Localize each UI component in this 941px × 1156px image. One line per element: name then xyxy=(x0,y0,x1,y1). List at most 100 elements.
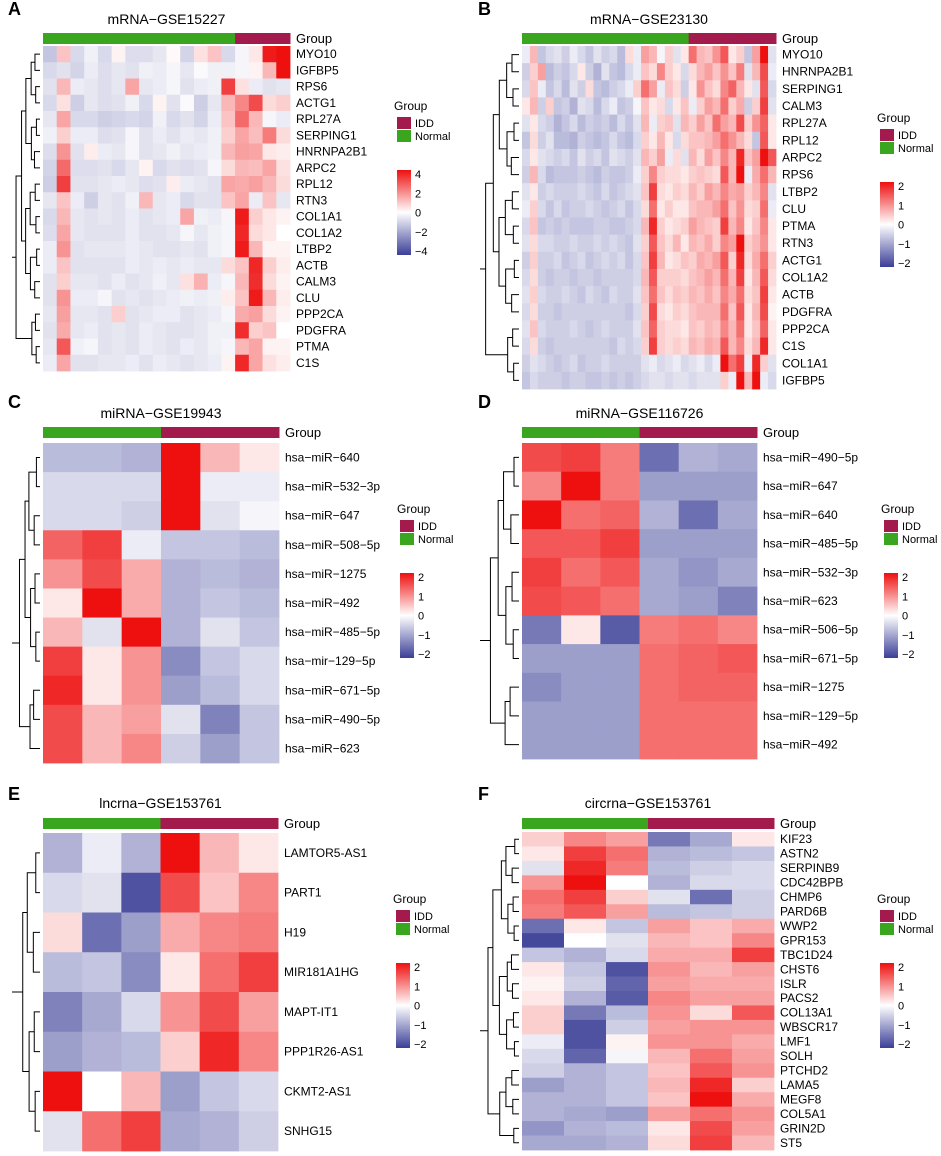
group-cell-normal xyxy=(625,33,634,44)
group-cell-idd xyxy=(235,33,250,44)
heatmap-cell xyxy=(593,303,602,321)
heatmap-cell xyxy=(688,354,698,373)
row-label: COL1A2 xyxy=(296,226,342,240)
legend-swatch-normal xyxy=(397,130,411,142)
heatmap-cell xyxy=(606,904,649,920)
heatmap-cell xyxy=(43,224,58,242)
heatmap-cell xyxy=(728,63,737,81)
heatmap-cell xyxy=(617,303,626,321)
heatmap-cell xyxy=(561,586,601,616)
heatmap-cell xyxy=(664,268,674,287)
heatmap-cell xyxy=(561,500,601,530)
heatmap-cell xyxy=(625,217,634,236)
heatmap-cell xyxy=(585,200,594,218)
heatmap-cell xyxy=(97,241,113,258)
group-cell-normal xyxy=(606,818,649,829)
heatmap-cell xyxy=(276,241,291,258)
heatmap-cell xyxy=(139,338,154,356)
heatmap-cell xyxy=(648,991,691,1006)
dendrogram-branch xyxy=(25,208,31,274)
heatmap-cell xyxy=(639,586,680,616)
heatmap-cell xyxy=(561,471,601,501)
heatmap-cell xyxy=(139,289,154,307)
heatmap-cell xyxy=(648,1121,691,1136)
heatmap-cell xyxy=(82,704,123,735)
heatmap-cell xyxy=(161,472,201,502)
heatmap-cell xyxy=(139,192,154,209)
heatmap-cell xyxy=(732,933,775,949)
heatmap-cell xyxy=(70,176,85,193)
heatmap-cell xyxy=(728,354,737,373)
heatmap-cell xyxy=(732,947,775,963)
heatmap-cell xyxy=(704,268,713,287)
row-label: RPL27A xyxy=(782,116,827,130)
heatmap-cell xyxy=(522,933,565,949)
heatmap-cell xyxy=(601,217,610,236)
heatmap-cell xyxy=(736,114,745,133)
heatmap-cell xyxy=(276,176,291,193)
heatmap-cell xyxy=(121,559,162,589)
heatmap-cell xyxy=(569,131,578,150)
heatmap-cell xyxy=(111,208,126,226)
heatmap-cell xyxy=(193,338,209,356)
row-label: ST5 xyxy=(780,1136,802,1150)
heatmap-cell xyxy=(84,159,99,177)
heatmap-cell xyxy=(656,251,666,270)
heatmap-cell xyxy=(152,289,167,307)
heatmap-cell xyxy=(121,872,161,913)
row-label: PARD6B xyxy=(780,905,827,919)
heatmap-cell xyxy=(768,286,777,304)
heatmap-cell xyxy=(70,192,85,209)
heatmap-cell xyxy=(43,1071,83,1112)
row-label: hsa−miR−508−5p xyxy=(285,538,380,552)
heatmap-cell xyxy=(248,289,263,307)
row-label: ACTB xyxy=(296,258,328,272)
heatmap-cell xyxy=(262,159,277,177)
heatmap-cell xyxy=(768,114,777,133)
heatmap-cell xyxy=(585,303,594,321)
row-label: COL1A2 xyxy=(782,271,828,285)
heatmap-cell xyxy=(553,303,563,321)
heatmap-cell xyxy=(56,289,71,307)
heatmap-cell xyxy=(121,530,162,560)
row-label: MYO10 xyxy=(296,47,337,61)
heatmap-cell xyxy=(152,338,167,356)
row-label: RPL27A xyxy=(296,112,341,126)
heatmap-cell xyxy=(680,371,690,390)
heatmap-cell xyxy=(82,1071,122,1112)
heatmap-cell xyxy=(111,127,126,144)
heatmap-cell xyxy=(585,131,594,150)
legend-title: Group xyxy=(394,99,428,113)
heatmap-cell xyxy=(238,872,279,913)
heatmap-cell xyxy=(207,176,222,193)
heatmap-cell xyxy=(648,860,691,876)
heatmap-cell xyxy=(97,176,113,193)
heatmap-cell xyxy=(56,176,71,193)
heatmap-cell xyxy=(43,62,58,79)
row-label: RTN3 xyxy=(296,193,327,207)
heatmap-cell xyxy=(760,166,769,184)
group-cell-idd xyxy=(768,33,777,44)
dendrogram-branch xyxy=(35,216,40,234)
group-cell-idd xyxy=(248,33,264,44)
heatmap-cell xyxy=(696,46,705,64)
heatmap-cell xyxy=(235,208,250,226)
heatmap-cell xyxy=(70,62,85,79)
heatmap-cell xyxy=(262,94,277,112)
heatmap-cell xyxy=(161,704,201,735)
heatmap-cell xyxy=(680,217,690,236)
heatmap-cell xyxy=(768,337,777,356)
heatmap-cell xyxy=(564,860,607,876)
heatmap-cell xyxy=(732,1121,775,1136)
heatmap-cell xyxy=(121,472,162,502)
row-label: ARPC2 xyxy=(782,150,822,164)
heatmap-cell xyxy=(649,303,658,321)
heatmap-cell xyxy=(641,148,650,167)
row-label: CDC42BPB xyxy=(780,876,843,890)
heatmap-cell xyxy=(180,306,195,323)
heatmap-cell xyxy=(125,143,140,161)
dendrogram-branch xyxy=(29,256,37,291)
heatmap-cell xyxy=(221,159,236,177)
